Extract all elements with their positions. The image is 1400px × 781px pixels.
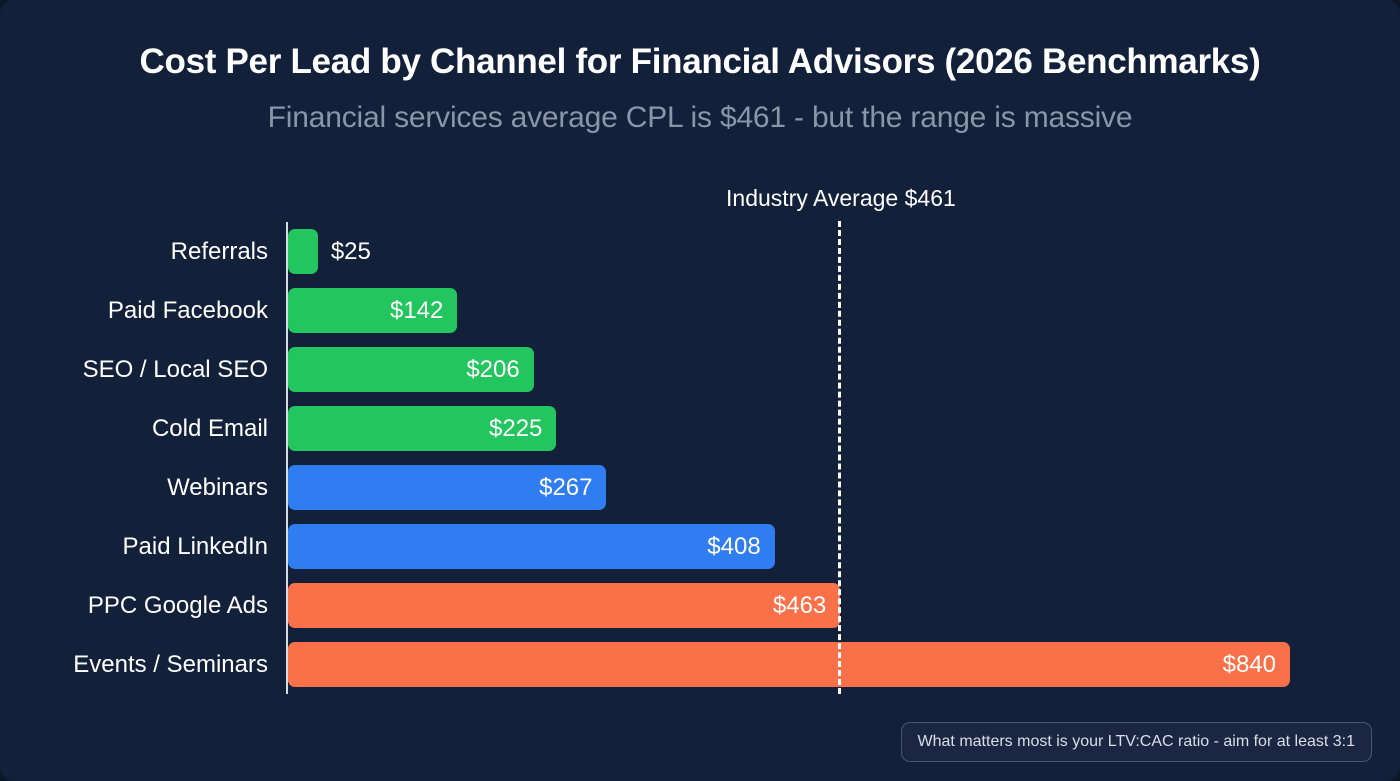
bar[interactable] xyxy=(288,583,841,628)
bar-row: Events / Seminars $840 xyxy=(73,635,1290,694)
bar-row: SEO / Local SEO $206 xyxy=(83,340,1290,399)
bar-category-label: SEO / Local SEO xyxy=(82,356,268,383)
bar[interactable] xyxy=(288,347,534,392)
bar-value-label: $25 xyxy=(330,238,371,265)
bar-row: Paid Facebook $142 xyxy=(108,281,1290,340)
bar-category-label: Paid Facebook xyxy=(107,297,268,324)
bar-value-label: $225 xyxy=(489,415,543,442)
bar-category-label: Paid LinkedIn xyxy=(122,533,268,560)
bar[interactable] xyxy=(288,524,775,569)
industry-average-label: Industry Average $461 xyxy=(726,185,956,211)
plot-area: Referrals $25 Paid Facebook $142 SEO / Local… xyxy=(73,185,1290,694)
bar[interactable] xyxy=(288,229,318,274)
bar-value-label: $267 xyxy=(539,474,593,501)
bar[interactable] xyxy=(288,406,557,451)
bar-value-label: $840 xyxy=(1222,651,1276,678)
bar-category-label: Cold Email xyxy=(151,415,268,442)
bar-category-label: Webinars xyxy=(167,474,268,501)
bar-row: Cold Email $225 xyxy=(152,399,1290,458)
bar-row: PPC Google Ads $463 xyxy=(88,576,1290,635)
industry-average-reference-line: Industry Average $461 xyxy=(726,185,956,694)
bar-value-label: $142 xyxy=(389,297,444,324)
chart-subtitle: Financial services average CPL is $461 -… xyxy=(267,101,1133,134)
bar[interactable] xyxy=(288,642,1290,687)
bar-category-label: Referrals xyxy=(170,238,268,265)
bar-value-label: $408 xyxy=(707,533,761,560)
bar-category-label: PPC Google Ads xyxy=(87,592,268,619)
bar-value-label: $206 xyxy=(466,356,520,383)
bar-row: Paid LinkedIn $408 xyxy=(123,517,1290,576)
bar-row: Webinars $267 xyxy=(167,458,1290,517)
bar-category-label: Events / Seminars xyxy=(73,651,268,678)
bar[interactable] xyxy=(288,288,458,333)
bar-value-label: $463 xyxy=(772,592,827,619)
bar[interactable] xyxy=(288,465,607,510)
footnote-callout: What matters most is your LTV:CAC ratio … xyxy=(900,722,1372,762)
y-axis-line xyxy=(286,222,288,694)
page-title: Cost Per Lead by Channel for Financial A… xyxy=(139,42,1261,81)
bar-row: Referrals $25 xyxy=(171,222,1290,281)
